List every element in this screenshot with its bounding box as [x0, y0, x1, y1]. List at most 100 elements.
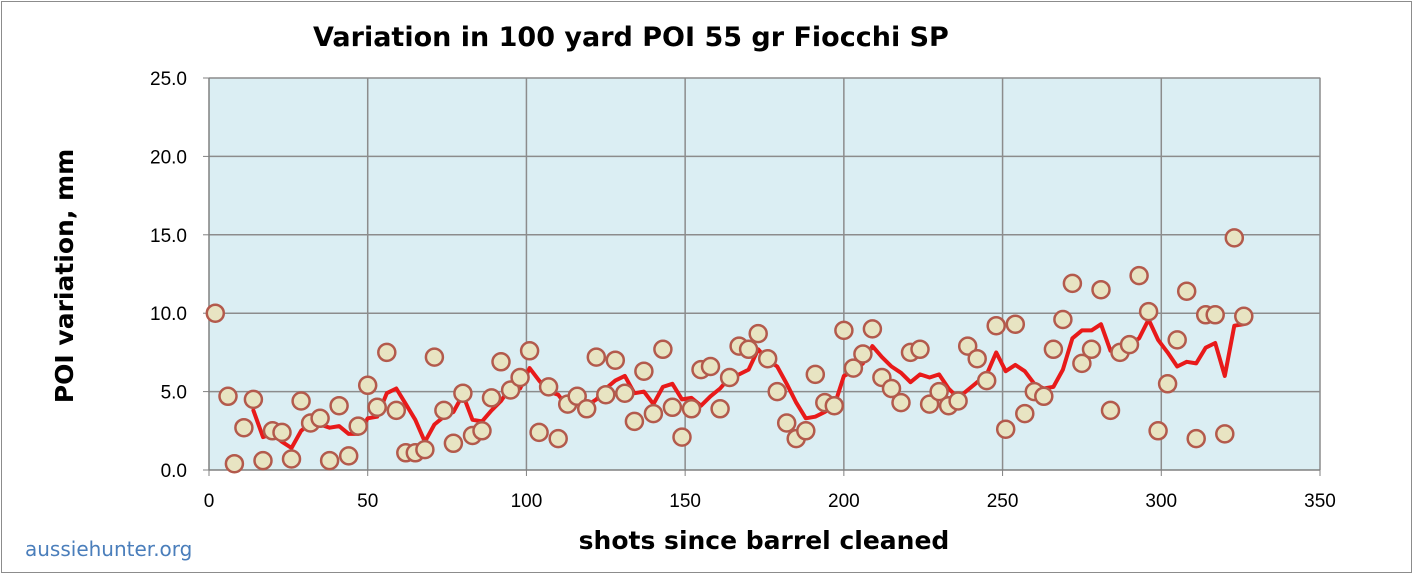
- y-tick-label: 5.0: [161, 383, 187, 404]
- x-axis-title: shots since barrel cleaned: [579, 526, 950, 555]
- data-point: [453, 383, 473, 403]
- data-point: [377, 342, 397, 363]
- data-point: [348, 416, 368, 436]
- data-point: [510, 367, 530, 388]
- moving-average-line: [251, 317, 1246, 450]
- data-point: [843, 358, 864, 378]
- axes: [203, 77, 1321, 476]
- data-point: [1091, 279, 1111, 300]
- data-point: [434, 400, 454, 421]
- data-point: [634, 361, 654, 381]
- data-point: [776, 413, 797, 433]
- data-point: [1034, 386, 1054, 407]
- x-tick-label: 0: [204, 491, 215, 512]
- data-point: [529, 422, 549, 443]
- data-point: [1005, 314, 1026, 334]
- data-point: [834, 320, 854, 341]
- data-point: [472, 421, 492, 441]
- x-tick-label: 300: [1145, 491, 1177, 512]
- data-point: [910, 339, 930, 360]
- data-point: [1119, 334, 1140, 355]
- y-tick-label: 25.0: [150, 69, 187, 90]
- data-point: [957, 336, 978, 356]
- x-tick-label: 350: [1304, 491, 1336, 512]
- data-point: [415, 439, 435, 460]
- data-point: [424, 347, 445, 367]
- y-tick-label: 15.0: [150, 226, 187, 247]
- data-point: [605, 350, 626, 370]
- data-point: [672, 427, 692, 447]
- data-point: [919, 394, 940, 414]
- data-point: [281, 449, 302, 469]
- data-point: [891, 392, 911, 413]
- data-point: [929, 381, 949, 402]
- data-point: [272, 422, 292, 443]
- data-point: [967, 348, 987, 369]
- data-point: [538, 377, 559, 397]
- chart-title: Variation in 100 yard POI 55 gr Fiocchi …: [313, 22, 949, 53]
- data-point: [1081, 339, 1102, 360]
- data-point: [624, 411, 645, 432]
- data-point: [1224, 228, 1245, 248]
- data-point: [291, 391, 311, 411]
- data-point: [681, 399, 702, 419]
- data-point: [1053, 309, 1073, 330]
- data-point: [500, 380, 521, 400]
- data-point: [796, 421, 816, 441]
- data-point: [710, 399, 730, 419]
- data-point: [1100, 400, 1121, 421]
- data-point: [719, 367, 740, 388]
- y-axis-title: POI variation, mm: [50, 149, 79, 403]
- data-point: [243, 389, 264, 410]
- x-tick-label: 50: [357, 491, 378, 512]
- data-point: [1138, 301, 1159, 322]
- data-point: [576, 399, 597, 419]
- data-point: [862, 319, 883, 339]
- data-point: [1148, 421, 1168, 441]
- data-point: [319, 450, 340, 471]
- data-point: [995, 419, 1016, 439]
- data-point: [1186, 428, 1206, 449]
- data-point: [986, 315, 1006, 336]
- data-point: [310, 408, 330, 429]
- data-point: [805, 364, 826, 385]
- watermark-text: aussiehunter.org: [25, 537, 193, 561]
- data-point: [205, 303, 226, 323]
- moving-average-series: [251, 317, 1246, 450]
- data-point: [700, 356, 721, 377]
- x-tick-label: 250: [987, 491, 1019, 512]
- data-point: [1043, 339, 1064, 360]
- data-point: [481, 388, 502, 408]
- y-tick-label: 20.0: [150, 147, 187, 168]
- x-tick-label: 150: [669, 491, 701, 512]
- data-point: [757, 348, 778, 369]
- data-point: [1205, 305, 1225, 325]
- data-point: [1072, 353, 1092, 374]
- data-point: [596, 384, 616, 405]
- y-axis-ticks: 0.0 5.0 10.0 15.0 20.0 25.0: [150, 69, 187, 482]
- x-tick-label: 100: [511, 491, 543, 512]
- data-point: [586, 347, 607, 367]
- data-point: [443, 433, 464, 454]
- y-tick-label: 10.0: [150, 304, 187, 325]
- data-point: [1129, 265, 1149, 286]
- data-point: [1176, 281, 1197, 301]
- data-point: [329, 395, 349, 416]
- data-point: [1215, 424, 1235, 444]
- data-point: [224, 453, 245, 474]
- data-point: [824, 395, 845, 416]
- data-point: [738, 339, 759, 360]
- x-axis-ticks: 0 50 100 150 200 250 300 350: [204, 491, 1336, 512]
- data-point: [767, 381, 787, 402]
- data-point: [1062, 273, 1083, 294]
- data-point: [643, 403, 664, 424]
- data-point: [748, 323, 768, 344]
- data-point: [1015, 403, 1035, 424]
- data-point: [548, 428, 568, 449]
- data-point: [234, 417, 254, 438]
- data-point: [976, 370, 997, 391]
- data-point: [519, 341, 540, 361]
- data-point: [662, 397, 683, 418]
